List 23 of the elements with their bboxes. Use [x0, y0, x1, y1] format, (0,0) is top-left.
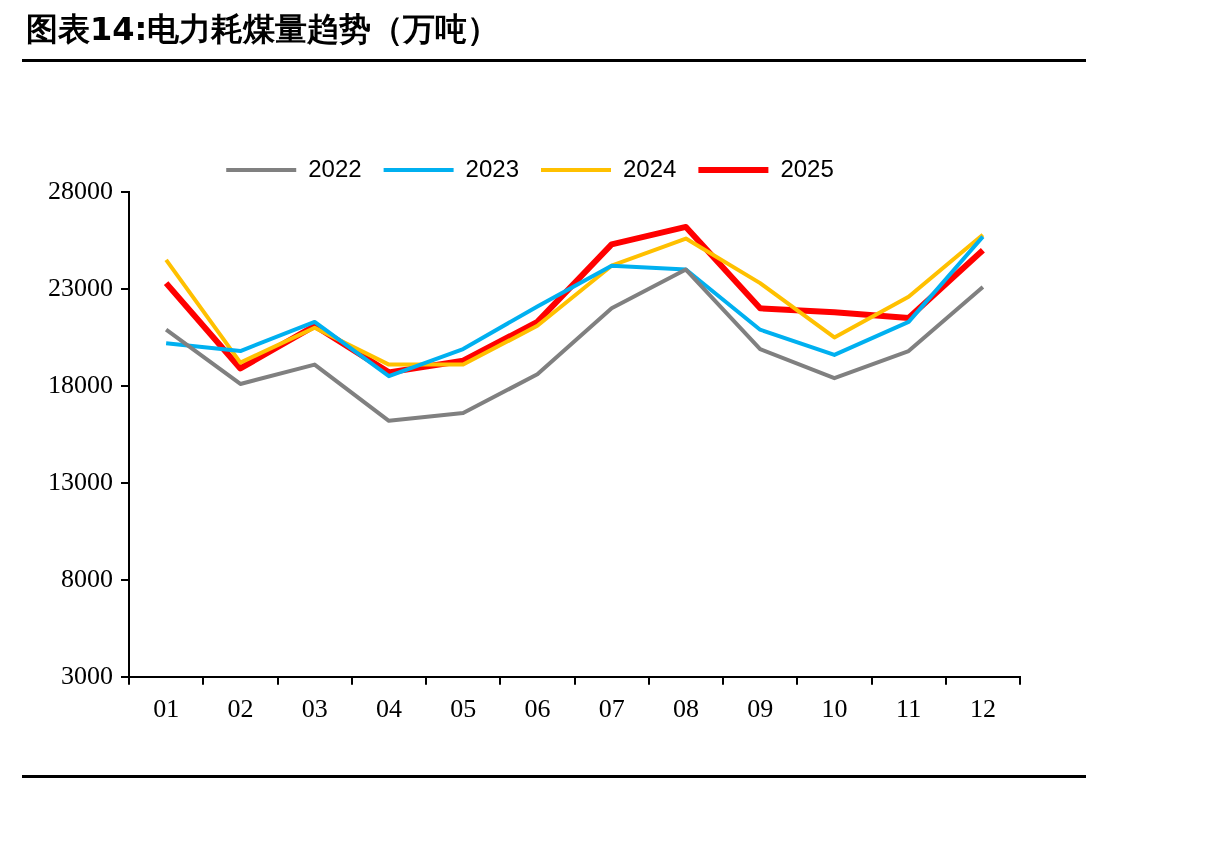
y-tick-label: 13000: [48, 466, 113, 496]
legend-label: 2024: [623, 154, 677, 182]
y-tick-label: 3000: [61, 660, 113, 690]
x-tick-label: 02: [227, 694, 254, 724]
y-tick-label: 18000: [48, 369, 113, 399]
x-tick-label: 03: [301, 694, 328, 724]
x-tick-label: 04: [375, 694, 402, 724]
x-tick-label: 01: [153, 694, 180, 724]
x-tick-label: 06: [524, 694, 551, 724]
x-tick-label: 09: [747, 694, 774, 724]
x-tick-label: 11: [896, 694, 922, 724]
x-tick-label: 08: [672, 694, 699, 724]
x-tick-label: 12: [969, 694, 996, 724]
x-tick-label: 05: [450, 694, 477, 724]
y-tick-label: 8000: [61, 563, 113, 593]
legend-label: 2025: [780, 154, 834, 182]
chart-title: 图表14:电力耗煤量趋势（万吨）: [26, 9, 500, 50]
legend-label: 2022: [308, 154, 362, 182]
y-tick-label: 23000: [48, 272, 113, 302]
legend-label: 2023: [465, 154, 519, 182]
x-tick-label: 10: [821, 694, 848, 724]
y-tick-label: 28000: [48, 175, 113, 205]
x-tick-label: 07: [598, 694, 625, 724]
